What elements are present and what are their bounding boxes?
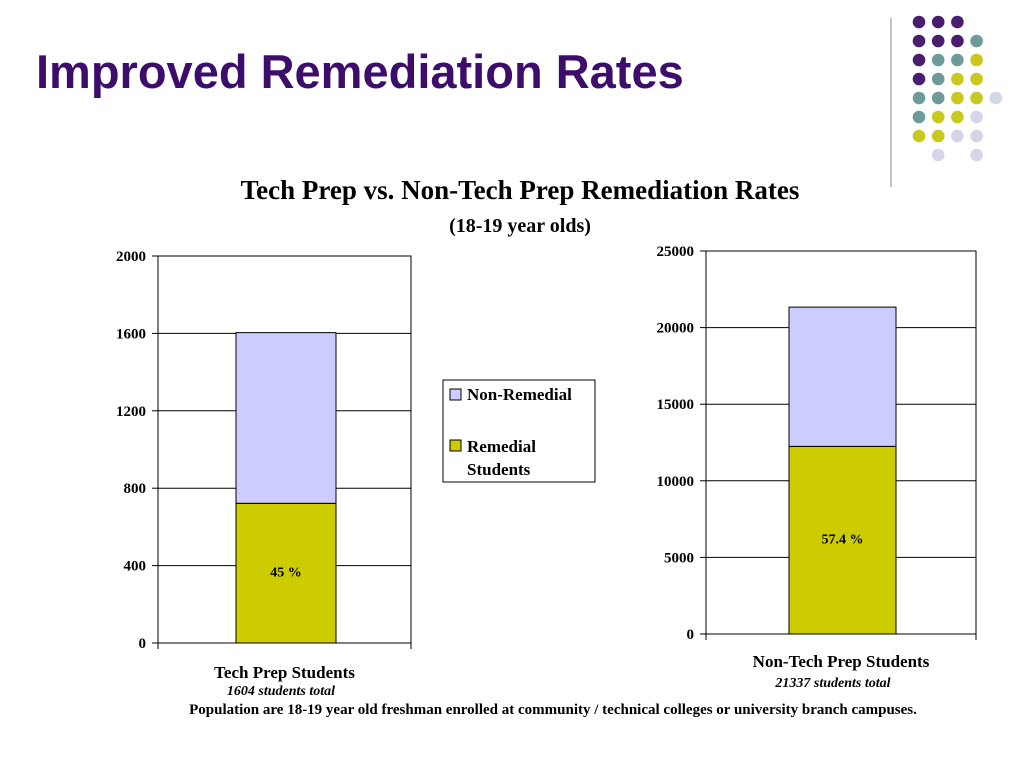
chart-subtitle: (18-19 year olds) [449,215,591,237]
right-chart: 0 5000 10000 15000 20000 25000 57.4 % Non-Tech … [657,244,977,691]
decorative-dot [951,129,964,143]
decorative-dot [951,53,964,67]
decorative-dot [970,148,983,162]
legend-label-non-remedial: Non-Remedial [467,385,572,404]
y-tick-label: 15000 [657,397,695,413]
y-tick-label: 800 [124,481,147,497]
decorative-dot [970,129,983,143]
y-tick-label: 5000 [664,550,694,566]
y-tick-label: 400 [124,559,147,575]
decorative-dot [970,34,983,48]
decorative-dot [970,53,983,67]
bar-segment-non-remedial [235,332,337,504]
decorative-dot [970,72,983,86]
decorative-dot [931,72,945,86]
legend-swatch-remedial [449,439,462,452]
chart-title: Tech Prep vs. Non-Tech Prep Remediation … [241,175,800,205]
decorative-dot [970,91,983,105]
decorative-dot [912,72,926,86]
students-total-note: 1604 students total [227,684,335,699]
decorative-dot [931,148,945,162]
decorative-dot [970,110,983,124]
decorative-dot-grid [912,15,1003,162]
decorative-dot [912,15,926,29]
y-tick-label: 25000 [657,244,695,260]
decorative-dot [951,91,964,105]
decorative-dot [912,129,926,143]
data-label-remedial-percent: 57.4 % [822,532,864,547]
decorative-dot [951,72,964,86]
students-total-note: 21337 students total [774,676,890,691]
decorative-dot [912,110,926,124]
bar-segment-non-remedial [788,306,897,447]
decorative-dot [931,15,945,29]
y-tick-label: 10000 [657,474,695,490]
y-tick-label: 1600 [116,326,146,342]
legend-swatch-non-remedial [449,388,462,401]
left-chart: 0 400 800 1200 1600 2000 45 % Tech Prep Student… [116,249,412,699]
data-label-remedial-percent: 45 % [270,566,302,581]
x-category-label: Tech Prep Students [214,663,355,682]
decorative-dot [912,53,926,67]
decorative-dot [951,110,964,124]
bar-segment-remedial [788,445,897,635]
decorative-dot [951,34,964,48]
y-tick-label: 0 [687,627,695,643]
legend-box [442,379,596,483]
legend: Non-Remedial Remedial Students [442,379,596,483]
decorative-dot [912,34,926,48]
y-tick-label: 2000 [116,249,146,265]
decorative-dot [912,91,926,105]
y-tick-label: 1200 [116,404,146,420]
decorative-dot [931,91,945,105]
slide-title: Improved Remediation Rates [36,45,684,98]
decorative-dot [951,15,964,29]
y-tick-label: 0 [139,636,147,652]
x-category-label: Non-Tech Prep Students [753,652,930,671]
bar-segment-remedial [235,502,337,644]
decorative-dot [931,129,945,143]
decorative-dot [931,53,945,67]
y-tick-label: 20000 [657,321,695,337]
footnote: Population are 18-19 year old freshman e… [189,702,917,718]
decorative-dot [989,91,1003,105]
decorative-dot [931,34,945,48]
decorative-dot [931,110,945,124]
legend-label-remedial: Remedial Students [467,437,536,479]
